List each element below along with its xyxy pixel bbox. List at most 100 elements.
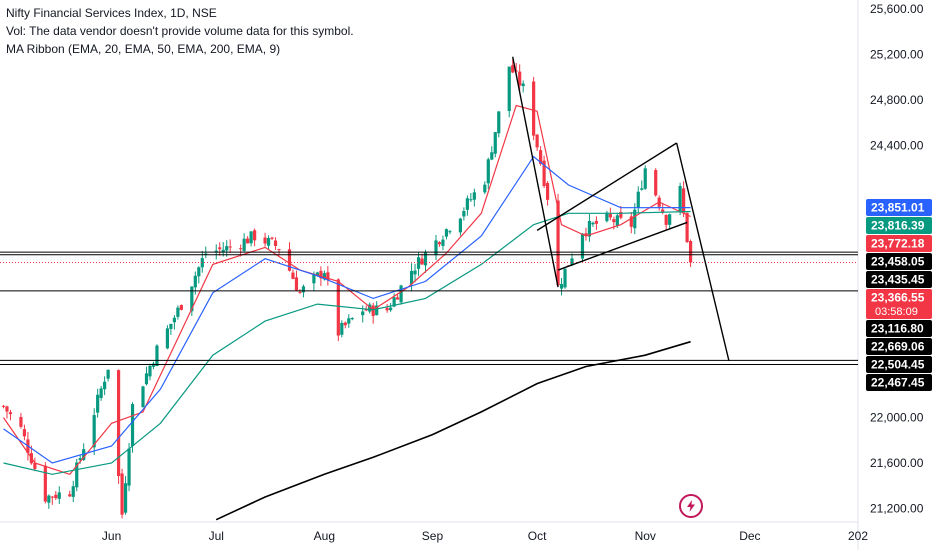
candle-body[interactable] xyxy=(612,219,616,223)
candle-body[interactable] xyxy=(99,388,103,399)
candle-body[interactable] xyxy=(416,257,421,269)
candle-body[interactable] xyxy=(640,188,644,190)
candle-body[interactable] xyxy=(441,239,445,246)
candle-body[interactable] xyxy=(322,273,326,280)
candle-body[interactable] xyxy=(629,216,633,227)
candle-body[interactable] xyxy=(176,307,180,317)
candle-body[interactable] xyxy=(375,305,379,316)
candle-body[interactable] xyxy=(214,250,218,253)
candle-body[interactable] xyxy=(43,465,47,502)
candle-body[interactable] xyxy=(190,286,194,312)
candle-body[interactable] xyxy=(448,231,452,233)
candle-body[interactable] xyxy=(193,275,197,288)
candle-body[interactable] xyxy=(221,249,225,253)
candle-body[interactable] xyxy=(294,277,299,291)
trend-line[interactable] xyxy=(536,142,678,231)
candle-body[interactable] xyxy=(399,285,403,303)
candle-body[interactable] xyxy=(559,283,564,289)
candle-body[interactable] xyxy=(507,66,511,112)
candle-body[interactable] xyxy=(315,272,319,276)
candle-body[interactable] xyxy=(22,429,27,437)
candle-body[interactable] xyxy=(106,369,110,379)
candle-body[interactable] xyxy=(556,200,560,286)
candle-body[interactable] xyxy=(423,252,428,266)
candle-body[interactable] xyxy=(584,233,588,236)
candle-body[interactable] xyxy=(591,222,595,225)
candle-body[interactable] xyxy=(682,188,686,213)
candle-body[interactable] xyxy=(594,220,599,224)
candle-body[interactable] xyxy=(615,215,619,226)
candle-body[interactable] xyxy=(19,416,23,427)
candle-body[interactable] xyxy=(218,247,222,250)
candle-body[interactable] xyxy=(539,150,543,164)
candle-body[interactable] xyxy=(57,492,61,499)
candle-body[interactable] xyxy=(608,214,612,218)
candle-body[interactable] xyxy=(266,238,271,246)
candle-body[interactable] xyxy=(545,182,550,200)
lightning-bolt-icon[interactable] xyxy=(679,494,703,518)
candle-body[interactable] xyxy=(340,322,344,335)
candle-body[interactable] xyxy=(263,237,267,244)
candle-body[interactable] xyxy=(434,240,438,255)
candle-body[interactable] xyxy=(563,268,567,288)
candle-body[interactable] xyxy=(389,307,393,311)
candle-body[interactable] xyxy=(458,218,462,233)
candle-body[interactable] xyxy=(643,168,647,189)
candle-body[interactable] xyxy=(469,199,473,201)
candle-body[interactable] xyxy=(298,291,302,293)
candle-body[interactable] xyxy=(385,307,389,311)
candle-body[interactable] xyxy=(169,323,173,329)
candle-body[interactable] xyxy=(518,71,522,86)
candle-body[interactable] xyxy=(277,249,281,251)
candle-body[interactable] xyxy=(50,496,54,498)
candle-body[interactable] xyxy=(68,494,72,497)
candle-body[interactable] xyxy=(396,297,400,300)
candle-body[interactable] xyxy=(685,212,689,243)
candle-body[interactable] xyxy=(462,211,466,217)
candle-body[interactable] xyxy=(148,365,152,377)
candle-body[interactable] xyxy=(368,304,372,312)
candle-body[interactable] xyxy=(33,462,37,469)
trend-line[interactable] xyxy=(512,56,559,288)
candle-body[interactable] xyxy=(465,198,469,210)
candle-body[interactable] xyxy=(253,230,257,241)
candle-body[interactable] xyxy=(120,473,124,515)
candle-body[interactable] xyxy=(172,317,176,323)
candle-body[interactable] xyxy=(116,370,121,477)
candle-body[interactable] xyxy=(270,237,274,239)
candle-body[interactable] xyxy=(371,305,375,316)
candle-body[interactable] xyxy=(287,249,292,271)
candle-body[interactable] xyxy=(141,386,145,408)
candle-body[interactable] xyxy=(319,270,323,279)
candle-body[interactable] xyxy=(165,328,170,349)
candle-body[interactable] xyxy=(521,83,525,87)
candle-body[interactable] xyxy=(151,363,156,367)
candle-body[interactable] xyxy=(420,258,424,265)
candle-body[interactable] xyxy=(678,186,682,212)
candle-body[interactable] xyxy=(312,274,316,284)
candle-body[interactable] xyxy=(532,81,536,136)
candle-body[interactable] xyxy=(200,258,204,268)
candle-body[interactable] xyxy=(511,65,515,73)
candle-body[interactable] xyxy=(472,192,476,200)
candle-body[interactable] xyxy=(497,111,501,134)
candle-body[interactable] xyxy=(636,191,640,208)
candle-body[interactable] xyxy=(75,462,79,488)
candle-body[interactable] xyxy=(92,415,96,448)
candle-body[interactable] xyxy=(326,272,330,280)
candle-body[interactable] xyxy=(364,308,368,311)
candle-body[interactable] xyxy=(654,170,658,196)
candle-body[interactable] xyxy=(486,159,490,184)
candle-body[interactable] xyxy=(542,160,546,187)
candle-body[interactable] xyxy=(123,483,128,513)
candle-body[interactable] xyxy=(228,246,232,248)
candle-body[interactable] xyxy=(347,318,351,324)
candle-body[interactable] xyxy=(619,212,623,218)
candle-body[interactable] xyxy=(580,233,585,259)
candle-body[interactable] xyxy=(668,214,672,225)
candle-body[interactable] xyxy=(5,406,9,412)
trend-line[interactable] xyxy=(675,142,730,362)
trend-line[interactable] xyxy=(557,221,688,271)
candle-body[interactable] xyxy=(493,132,497,154)
